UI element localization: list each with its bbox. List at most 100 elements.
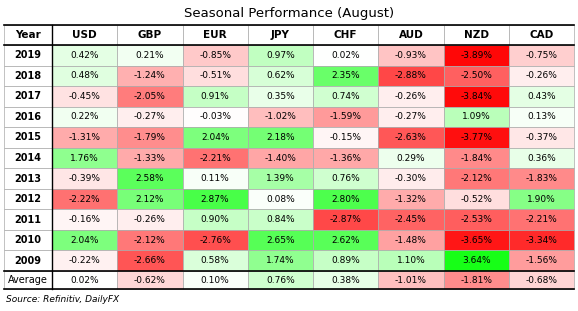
Text: 0.08%: 0.08% — [266, 195, 295, 204]
Bar — [117, 209, 183, 230]
Bar — [183, 127, 248, 148]
Text: -0.45%: -0.45% — [69, 92, 101, 101]
Bar — [378, 25, 443, 45]
Bar — [248, 271, 313, 289]
Bar — [52, 189, 117, 209]
Text: -1.79%: -1.79% — [134, 133, 166, 142]
Text: 1.76%: 1.76% — [71, 154, 99, 163]
Bar — [183, 86, 248, 107]
Bar — [117, 168, 183, 189]
Bar — [4, 148, 52, 168]
Text: -0.30%: -0.30% — [395, 174, 427, 183]
Text: -0.39%: -0.39% — [69, 174, 101, 183]
Bar — [443, 250, 509, 271]
Text: 1.10%: 1.10% — [397, 256, 425, 265]
Text: 2012: 2012 — [14, 194, 42, 204]
Bar — [52, 127, 117, 148]
Bar — [443, 127, 509, 148]
Text: -1.56%: -1.56% — [525, 256, 557, 265]
Text: -3.77%: -3.77% — [460, 133, 492, 142]
Text: AUD: AUD — [398, 30, 423, 40]
Bar — [248, 66, 313, 86]
Bar — [313, 271, 378, 289]
Bar — [378, 148, 443, 168]
Bar — [117, 45, 183, 66]
Text: 2016: 2016 — [14, 112, 42, 122]
Text: -1.83%: -1.83% — [525, 174, 557, 183]
Text: -1.48%: -1.48% — [395, 236, 427, 245]
Text: 0.21%: 0.21% — [136, 51, 164, 60]
Bar — [117, 189, 183, 209]
Bar — [4, 25, 52, 45]
Text: -0.52%: -0.52% — [460, 195, 492, 204]
Text: -0.16%: -0.16% — [69, 215, 101, 224]
Text: 2009: 2009 — [14, 256, 42, 266]
Text: JPY: JPY — [271, 30, 290, 40]
Bar — [378, 271, 443, 289]
Bar — [4, 250, 52, 271]
Text: -2.53%: -2.53% — [460, 215, 492, 224]
Text: -2.12%: -2.12% — [134, 236, 166, 245]
Bar — [248, 127, 313, 148]
Bar — [52, 271, 117, 289]
Bar — [378, 127, 443, 148]
Bar — [4, 271, 52, 289]
Text: 2.12%: 2.12% — [136, 195, 164, 204]
Text: 0.13%: 0.13% — [527, 112, 556, 121]
Bar — [378, 66, 443, 86]
Bar — [509, 250, 574, 271]
Bar — [443, 168, 509, 189]
Text: USD: USD — [72, 30, 97, 40]
Bar — [378, 209, 443, 230]
Bar — [443, 107, 509, 127]
Text: NZD: NZD — [464, 30, 488, 40]
Text: 0.76%: 0.76% — [331, 174, 360, 183]
Bar — [117, 66, 183, 86]
Bar — [509, 189, 574, 209]
Bar — [443, 25, 509, 45]
Bar — [4, 209, 52, 230]
Text: -2.21%: -2.21% — [525, 215, 557, 224]
Text: 2.87%: 2.87% — [201, 195, 229, 204]
Bar — [509, 271, 574, 289]
Bar — [4, 107, 52, 127]
Bar — [183, 209, 248, 230]
Text: 2013: 2013 — [14, 174, 42, 183]
Bar — [4, 168, 52, 189]
Bar — [443, 86, 509, 107]
Bar — [443, 209, 509, 230]
Text: -0.68%: -0.68% — [525, 276, 557, 285]
Text: 0.10%: 0.10% — [201, 276, 229, 285]
Bar — [509, 107, 574, 127]
Text: 2018: 2018 — [14, 71, 42, 81]
Bar — [313, 127, 378, 148]
Bar — [509, 148, 574, 168]
Text: 0.29%: 0.29% — [397, 154, 425, 163]
Text: -1.32%: -1.32% — [395, 195, 427, 204]
Text: -0.27%: -0.27% — [134, 112, 166, 121]
Bar — [313, 209, 378, 230]
Bar — [117, 148, 183, 168]
Text: 0.90%: 0.90% — [201, 215, 229, 224]
Text: CAD: CAD — [529, 30, 554, 40]
Bar — [509, 86, 574, 107]
Bar — [378, 250, 443, 271]
Bar — [313, 107, 378, 127]
Text: 0.38%: 0.38% — [331, 276, 360, 285]
Bar — [183, 189, 248, 209]
Bar — [4, 230, 52, 250]
Text: -2.45%: -2.45% — [395, 215, 427, 224]
Bar — [183, 250, 248, 271]
Text: -2.66%: -2.66% — [134, 256, 166, 265]
Text: EUR: EUR — [203, 30, 227, 40]
Bar — [248, 148, 313, 168]
Bar — [443, 45, 509, 66]
Bar — [52, 107, 117, 127]
Bar — [183, 25, 248, 45]
Text: -3.89%: -3.89% — [460, 51, 492, 60]
Text: 2011: 2011 — [14, 215, 42, 225]
Bar — [509, 168, 574, 189]
Text: 2017: 2017 — [14, 91, 42, 101]
Text: -2.50%: -2.50% — [460, 71, 492, 80]
Text: 0.97%: 0.97% — [266, 51, 295, 60]
